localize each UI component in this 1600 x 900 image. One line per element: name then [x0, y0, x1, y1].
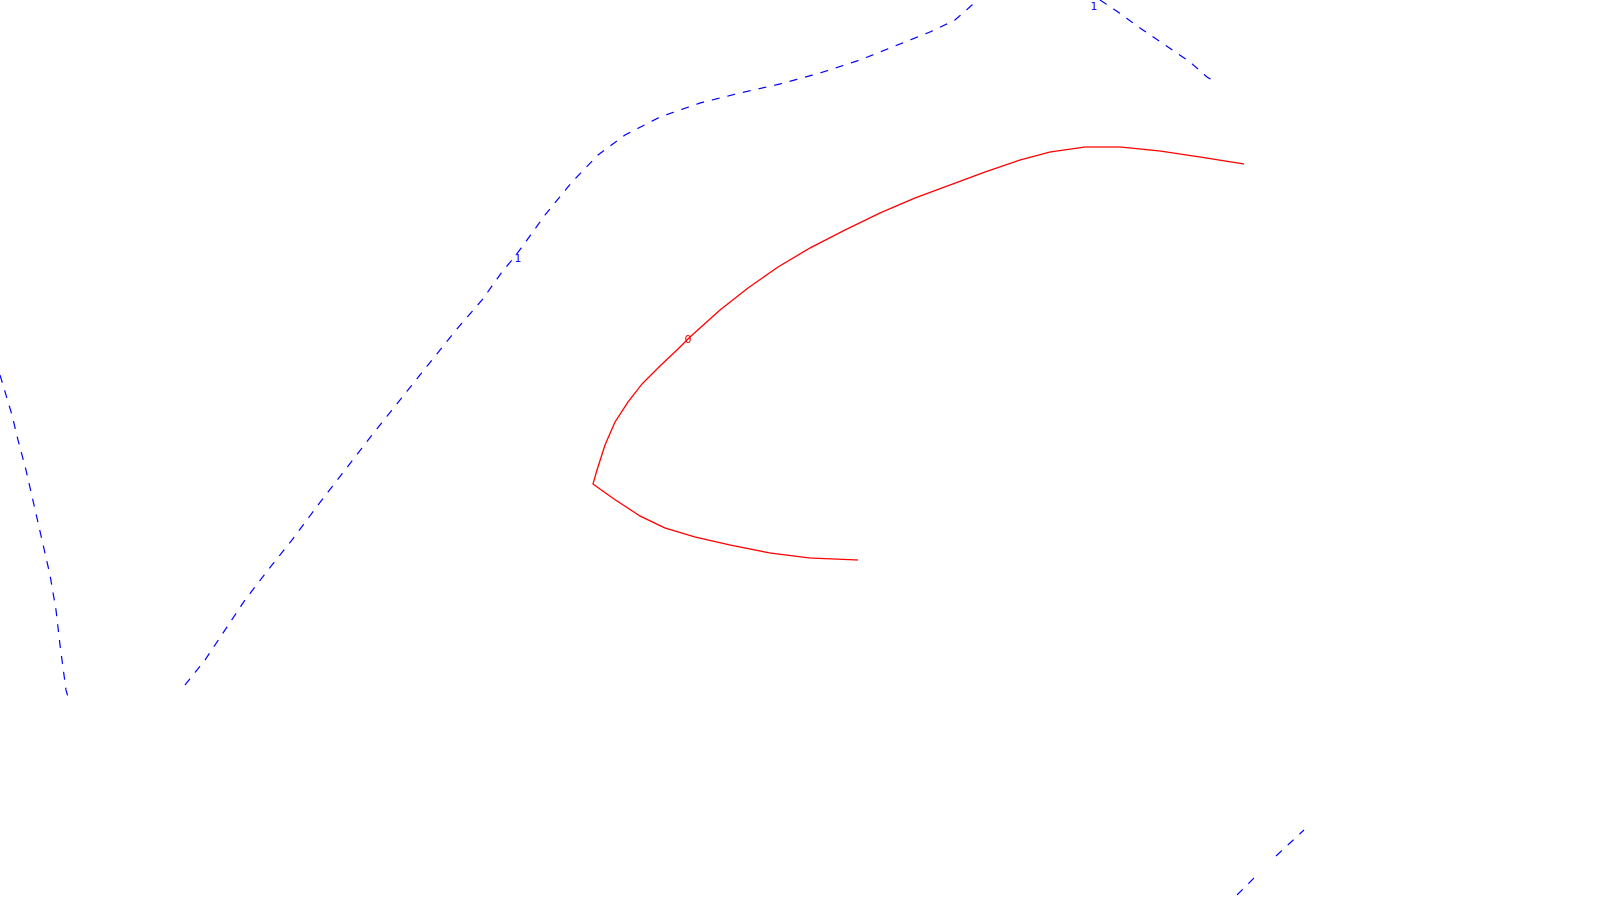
contour-line-level-1-bottom-right: [1275, 829, 1305, 857]
contour-line-level-1-main: [184, 0, 978, 686]
contour-label-level-1-top-right: 1: [1091, 0, 1098, 13]
contour-line-level-1-left: [0, 374, 69, 698]
contour-line-level-1-bottom-right-tail: [1235, 877, 1255, 897]
contour-label-level-0: 0: [685, 333, 692, 346]
contour-line-level-0: [592, 146, 1245, 561]
contour-label-level-1-main: 1: [515, 252, 522, 265]
contour-line-level-1-top-right: [1099, 0, 1213, 81]
